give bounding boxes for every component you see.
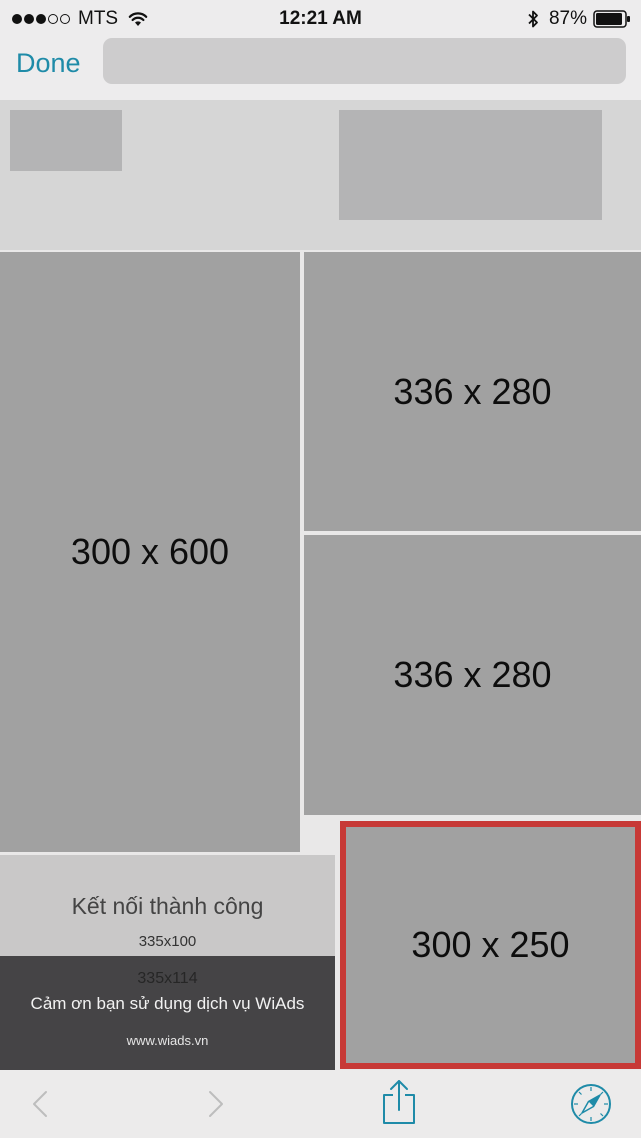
status-right: 87%	[527, 8, 631, 30]
success-title: Kết nối thành công	[71, 893, 264, 919]
success-banner-size: 335x100	[138, 933, 197, 950]
top-ad-band	[0, 100, 641, 250]
thanks-banner[interactable]: 335x114 Cảm ơn bạn sử dụng dịch vụ WiAds…	[0, 956, 335, 1070]
status-left: MTS	[12, 8, 148, 30]
ad-size-label: 336 x 280	[393, 654, 552, 695]
signal-dot	[36, 14, 46, 24]
battery-percent: 87%	[548, 8, 587, 29]
wide-ad-placeholder[interactable]	[339, 110, 602, 220]
browser-nav-bar: Done	[0, 38, 641, 100]
web-content: 300 x 600 336 x 280 336 x 280 Kết nối th…	[0, 100, 641, 1070]
ad-slot-336x280-bottom[interactable]: 336 x 280	[304, 535, 641, 815]
ad-slot-300x600[interactable]: 300 x 600	[0, 252, 300, 852]
status-bar: MTS 12:21 AM 87%	[0, 0, 641, 38]
signal-strength-icon	[12, 14, 72, 24]
carrier-name: MTS	[78, 8, 119, 29]
thanks-message: Cảm ơn bạn sử dụng dịch vụ WiAds	[30, 994, 305, 1013]
wifi-icon	[128, 12, 148, 26]
signal-dot	[12, 14, 22, 24]
safari-compass-icon[interactable]	[570, 1083, 612, 1125]
browser-toolbar	[0, 1070, 641, 1138]
small-ad-placeholder[interactable]	[10, 110, 122, 171]
share-icon[interactable]	[380, 1078, 418, 1126]
bluetooth-icon	[528, 10, 538, 28]
signal-dot	[24, 14, 34, 24]
back-icon[interactable]	[28, 1088, 52, 1120]
ad-size-label: 300 x 250	[411, 924, 570, 965]
ad-size-label: 300 x 600	[70, 531, 230, 572]
connection-success-banner[interactable]: Kết nối thành công 335x100	[0, 855, 335, 956]
address-bar[interactable]	[103, 38, 626, 84]
status-time: 12:21 AM	[279, 8, 362, 29]
site-url-link[interactable]: www.wiads.vn	[126, 1033, 209, 1048]
ad-slot-336x280-top[interactable]: 336 x 280	[304, 252, 641, 531]
thanks-banner-size: 335x114	[137, 970, 198, 987]
battery-icon	[593, 10, 630, 28]
signal-dot	[60, 14, 70, 24]
ad-size-label: 336 x 280	[393, 370, 552, 412]
forward-icon[interactable]	[204, 1088, 228, 1120]
signal-dot	[48, 14, 58, 24]
done-button[interactable]: Done	[16, 48, 81, 78]
ad-slot-300x250-selected[interactable]: 300 x 250	[340, 821, 641, 1069]
